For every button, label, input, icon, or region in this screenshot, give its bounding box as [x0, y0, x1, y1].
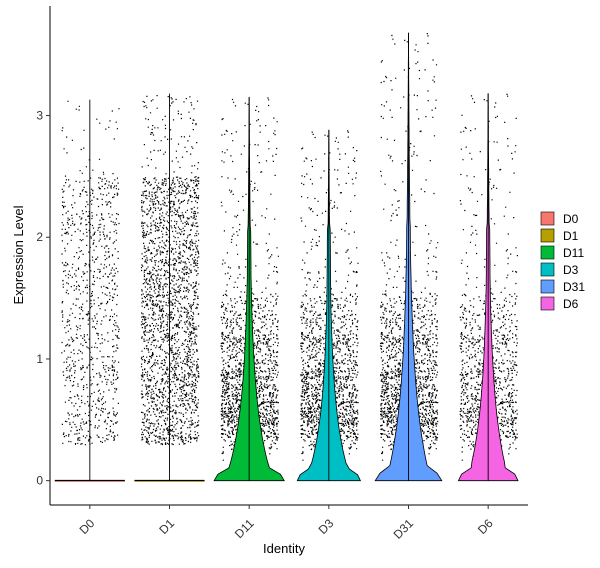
legend-key-D11	[540, 245, 555, 260]
violin-D31	[374, 32, 443, 482]
x-tick-label: D0	[77, 516, 98, 537]
violins	[54, 32, 519, 482]
violin-D3	[296, 129, 362, 482]
legend-label-D1: D1	[563, 229, 579, 243]
violin-D1	[134, 93, 205, 482]
y-tick-label: 3	[36, 109, 43, 123]
legend-label-D0: D0	[563, 212, 579, 226]
violin-D0	[54, 99, 125, 482]
data-points	[61, 33, 518, 461]
legend-key-D0	[540, 211, 555, 226]
legend-label-D3: D3	[563, 263, 579, 277]
axes	[49, 6, 528, 506]
jitter-points	[61, 33, 518, 461]
y-axis-title: Expression Level	[11, 205, 26, 304]
y-tick-label: 2	[36, 230, 43, 244]
y-tick-label: 0	[36, 474, 43, 488]
x-tick-label: D6	[475, 516, 496, 537]
x-tick-label: D1	[156, 516, 177, 537]
x-tick-label: D31	[391, 516, 417, 542]
legend-key-D1	[540, 228, 555, 243]
y-tick-label: 1	[36, 352, 43, 366]
legend: D0 D1 D11 D3 D31 D6	[540, 211, 585, 311]
x-axis-title: Identity	[263, 541, 305, 556]
y-ticks: 0 1 2 3	[36, 109, 50, 488]
legend-key-D3	[540, 262, 555, 277]
legend-key-D6	[540, 296, 555, 311]
legend-key-D31	[540, 279, 555, 294]
x-tick-label: D3	[316, 516, 337, 537]
legend-label-D6: D6	[563, 297, 579, 311]
violin-D6	[457, 93, 519, 482]
violin-D11	[213, 96, 285, 482]
x-ticks: D0 D1 D11 D3 D31 D6	[77, 505, 496, 542]
x-tick-label: D11	[232, 516, 257, 541]
legend-label-D31: D31	[563, 280, 585, 294]
legend-label-D11: D11	[563, 246, 584, 260]
